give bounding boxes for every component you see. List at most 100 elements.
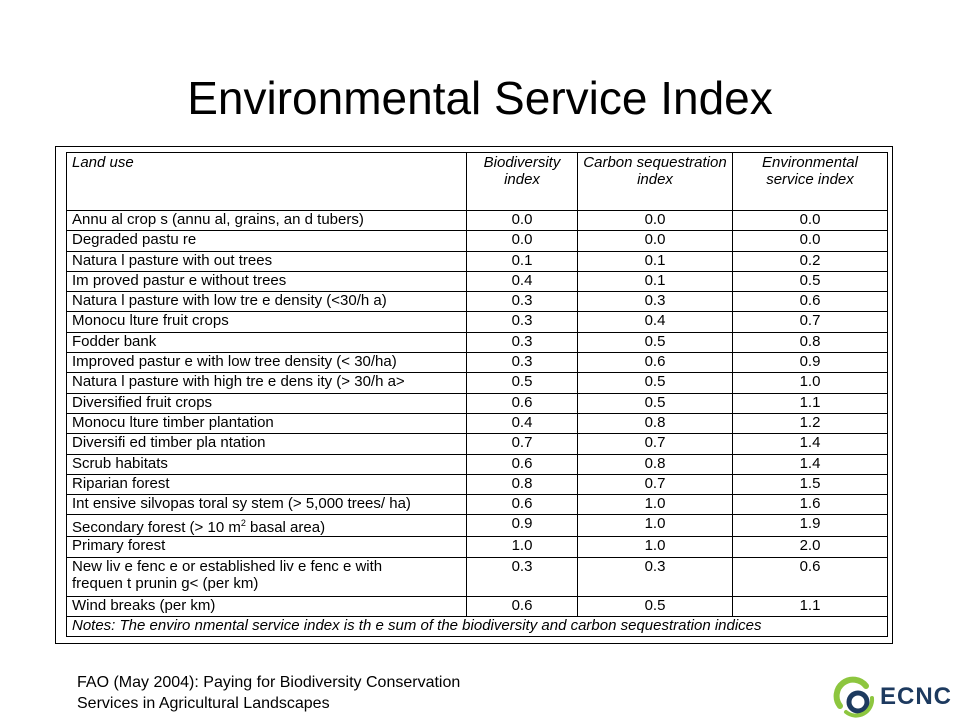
biodiversity-cell: 0.3	[466, 311, 578, 333]
table-row: Wind breaks (per km) 0.6 0.5 1.1	[66, 595, 888, 618]
table-row: Im proved pastur e without trees 0.4 0.1…	[66, 270, 888, 293]
land-use-text-tail: basal area)	[245, 519, 326, 537]
carbon-cell: 0.1	[577, 270, 733, 293]
citation: FAO (May 2004): Paying for Biodiversity …	[77, 672, 460, 714]
service-cell: 2.0	[732, 536, 888, 558]
service-cell: 1.1	[732, 392, 888, 414]
biodiversity-cell: 1.0	[466, 536, 578, 558]
land-use-cell: New liv e fenc e or established liv e fe…	[66, 556, 467, 597]
land-use-cell: Improved pastur e with low tree density …	[66, 352, 467, 374]
carbon-cell: 0.0	[577, 230, 733, 252]
citation-line-2: Services in Agricultural Landscapes	[77, 695, 330, 712]
table-row: Riparian forest 0.8 0.7 1.5	[66, 473, 888, 496]
service-cell: 0.9	[732, 352, 888, 374]
biodiversity-cell: 0.1	[466, 250, 578, 272]
table-row: New liv e fenc e or established liv e fe…	[66, 556, 888, 597]
table-row: Primary forest 1.0 1.0 2.0	[66, 536, 888, 558]
biodiversity-cell: 0.3	[466, 331, 578, 354]
carbon-cell: 0.4	[577, 311, 733, 333]
header-environmental-service-index: Environmental service index	[732, 152, 888, 211]
carbon-cell: 0.3	[577, 556, 733, 597]
table-row: Natura l pasture with high tre e dens it…	[66, 372, 888, 394]
service-cell: 1.4	[732, 453, 888, 475]
service-cell: 1.5	[732, 473, 888, 496]
table-row: Monocu lture timber plantation 0.4 0.8 1…	[66, 412, 888, 435]
superscript-two: 2	[240, 518, 246, 529]
land-use-cell: Scrub habitats	[66, 453, 467, 475]
service-cell: 0.2	[732, 250, 888, 272]
service-cell: 0.0	[732, 230, 888, 252]
service-cell: 1.1	[732, 595, 888, 618]
table-row: Fodder bank 0.3 0.5 0.8	[66, 331, 888, 354]
land-use-cell: Primary forest	[66, 536, 467, 558]
service-cell: 0.6	[732, 556, 888, 597]
service-cell: 1.9	[732, 514, 888, 538]
table-frame	[55, 146, 893, 644]
land-use-cell: Int ensive silvopas toral sy stem (> 5,0…	[66, 494, 467, 516]
table-row: Annu al crop s (annu al, grains, an d tu…	[66, 209, 888, 232]
biodiversity-cell: 0.3	[466, 291, 578, 313]
land-use-cell: Natura l pasture with high tre e dens it…	[66, 372, 467, 394]
land-use-line-2: frequen t prunin g< (per km)	[72, 574, 259, 592]
land-use-cell: Degraded pastu re	[66, 230, 467, 252]
carbon-cell: 0.0	[577, 209, 733, 232]
biodiversity-cell: 0.4	[466, 412, 578, 435]
service-cell: 1.6	[732, 494, 888, 516]
table-row: Diversifi ed timber pla ntation 0.7 0.7 …	[66, 433, 888, 455]
carbon-cell: 0.6	[577, 352, 733, 374]
biodiversity-cell: 0.0	[466, 230, 578, 252]
land-use-cell: Fodder bank	[66, 331, 467, 354]
biodiversity-cell: 0.6	[466, 392, 578, 414]
land-use-cell: Diversified fruit crops	[66, 392, 467, 414]
service-cell: 0.7	[732, 311, 888, 333]
land-use-cell: Monocu lture fruit crops	[66, 311, 467, 333]
table-row: Improved pastur e with low tree density …	[66, 352, 888, 374]
carbon-cell: 0.8	[577, 453, 733, 475]
table-row: Natura l pasture with low tre e density …	[66, 291, 888, 313]
ecnc-logo: ECNC	[832, 676, 960, 720]
carbon-cell: 0.5	[577, 392, 733, 414]
service-cell: 1.4	[732, 433, 888, 455]
land-use-cell: Natura l pasture with out trees	[66, 250, 467, 272]
biodiversity-cell: 0.6	[466, 595, 578, 618]
table-row: Secondary forest (> 10 m2 basal area) 0.…	[66, 514, 888, 538]
carbon-cell: 1.0	[577, 494, 733, 516]
table-row: Scrub habitats 0.6 0.8 1.4	[66, 453, 888, 475]
header-carbon-sequestration-index: Carbon sequestration index	[577, 152, 733, 211]
carbon-cell: 1.0	[577, 536, 733, 558]
biodiversity-cell: 0.0	[466, 209, 578, 232]
land-use-cell: Im proved pastur e without trees	[66, 270, 467, 293]
environmental-service-table: Land use Biodiversity index Carbon seque…	[66, 152, 888, 638]
carbon-cell: 0.1	[577, 250, 733, 272]
service-cell: 0.0	[732, 209, 888, 232]
biodiversity-cell: 0.6	[466, 494, 578, 516]
table-row: Natura l pasture with out trees 0.1 0.1 …	[66, 250, 888, 272]
land-use-cell: Natura l pasture with low tre e density …	[66, 291, 467, 313]
ecnc-logo-mark-icon	[833, 676, 875, 718]
header-biodiversity-index: Biodiversity index	[466, 152, 578, 211]
biodiversity-cell: 0.3	[466, 556, 578, 597]
service-cell: 1.0	[732, 372, 888, 394]
logo-text: ECNC	[880, 683, 953, 710]
carbon-cell: 0.7	[577, 433, 733, 455]
citation-line-1: FAO (May 2004): Paying for Biodiversity …	[77, 674, 461, 691]
table-row: Monocu lture fruit crops 0.3 0.4 0.7	[66, 311, 888, 333]
table-notes-row: Notes: The enviro nmental service index …	[66, 616, 888, 638]
land-use-cell: Monocu lture timber plantation	[66, 412, 467, 435]
land-use-cell: Diversifi ed timber pla ntation	[66, 433, 467, 455]
biodiversity-cell: 0.9	[466, 514, 578, 538]
carbon-cell: 0.7	[577, 473, 733, 496]
land-use-cell: Annu al crop s (annu al, grains, an d tu…	[66, 209, 467, 232]
service-cell: 0.5	[732, 270, 888, 293]
carbon-cell: 0.5	[577, 331, 733, 354]
service-cell: 1.2	[732, 412, 888, 435]
service-cell: 0.8	[732, 331, 888, 354]
table-row: Int ensive silvopas toral sy stem (> 5,0…	[66, 494, 888, 516]
land-use-cell: Secondary forest (> 10 m2 basal area)	[66, 514, 467, 538]
land-use-cell: Riparian forest	[66, 473, 467, 496]
biodiversity-cell: 0.7	[466, 433, 578, 455]
biodiversity-cell: 0.5	[466, 372, 578, 394]
biodiversity-cell: 0.3	[466, 352, 578, 374]
slide-title: Environmental Service Index	[187, 72, 773, 124]
carbon-cell: 0.5	[577, 595, 733, 618]
